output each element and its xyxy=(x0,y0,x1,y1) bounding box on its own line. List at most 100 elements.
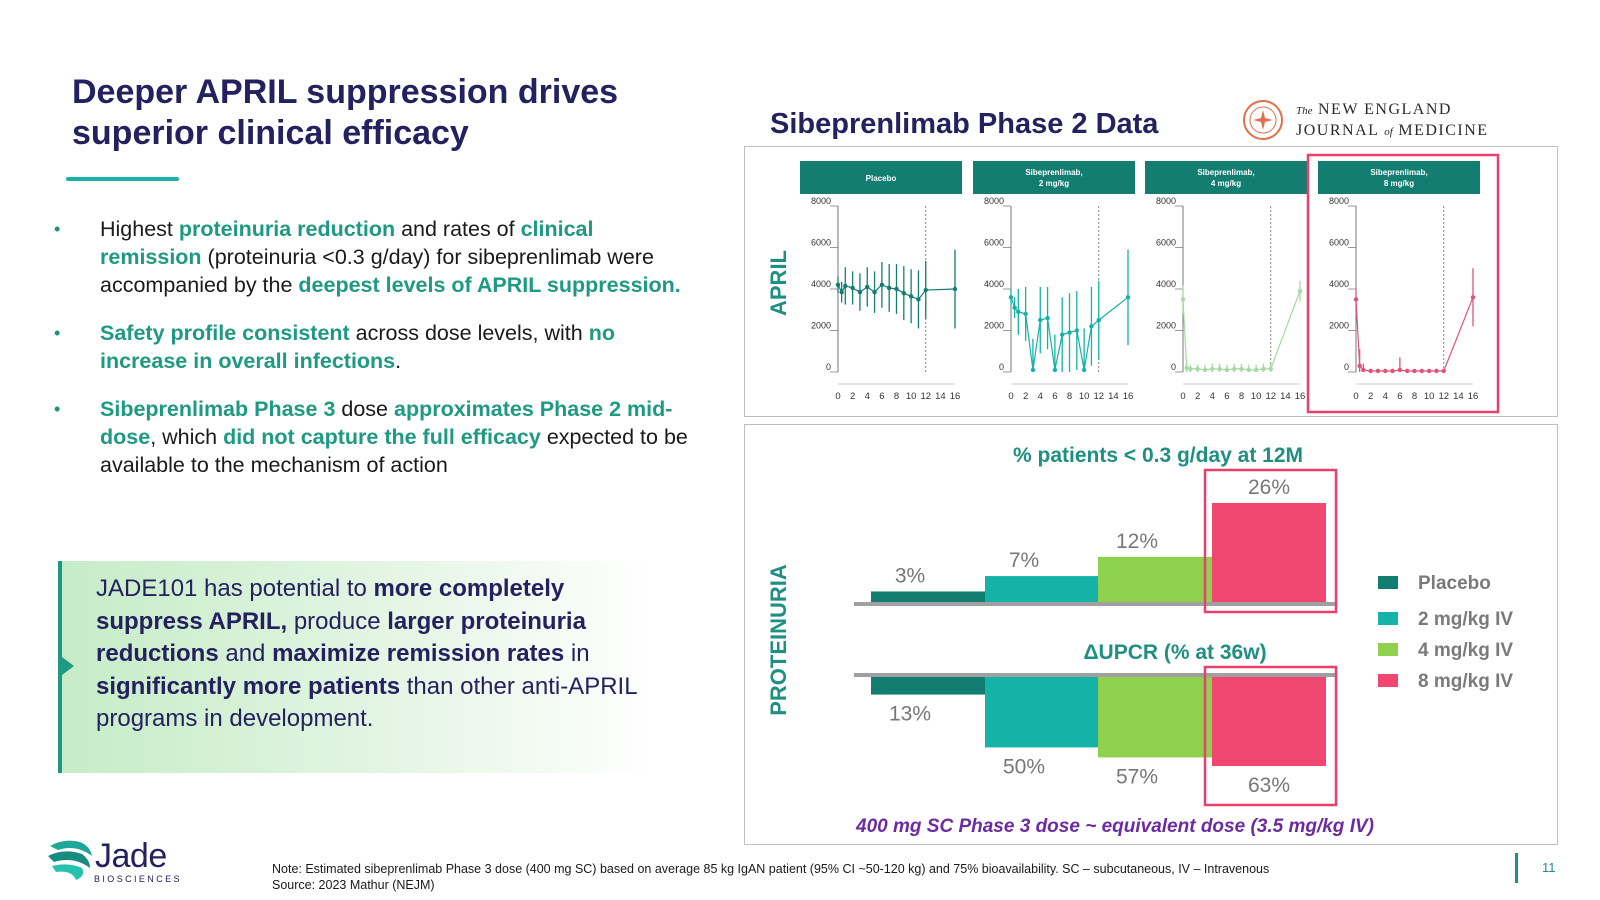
april-x-tick-label: 12 xyxy=(920,391,931,402)
april-data-point xyxy=(1412,368,1417,374)
april-x-tick-label: 4 xyxy=(1210,391,1215,402)
april-y-tick-label: 0 xyxy=(826,362,831,372)
bullet-highlight: Safety profile consistent xyxy=(100,321,350,345)
april-x-tick-label: 6 xyxy=(1397,391,1402,402)
callout-emphasis: larger proteinuria reductions xyxy=(96,607,586,668)
april-series-line xyxy=(1355,297,1474,372)
april-data-point xyxy=(1268,366,1273,372)
april-data-point xyxy=(1231,366,1237,372)
april-y-tick-label: 4000 xyxy=(1156,279,1176,289)
april-x-tick-label: 0 xyxy=(1180,391,1185,402)
april-panel-header xyxy=(1145,161,1307,194)
april-x-tick-label: 12 xyxy=(1093,391,1104,402)
april-y-tick-label: 2000 xyxy=(984,321,1004,331)
april-data-point xyxy=(1188,366,1193,372)
april-data-point xyxy=(1195,366,1200,372)
bullet-highlight: Sibeprenlimab Phase 3 xyxy=(100,397,336,421)
bullet-highlight: clinical remission xyxy=(100,217,594,269)
april-x-tick-label: 0 xyxy=(1008,391,1013,402)
april-data-point xyxy=(1470,295,1476,300)
april-data-point xyxy=(1224,367,1230,373)
jade101-callout: JADE101 has potential to more completely… xyxy=(58,561,656,773)
april-x-tick-label: 16 xyxy=(1295,391,1306,402)
april-data-point xyxy=(1052,367,1058,373)
april-data-point xyxy=(923,287,928,293)
april-data-point xyxy=(1239,366,1244,372)
april-data-point xyxy=(1441,368,1446,374)
april-x-tick-label: 12 xyxy=(1438,391,1449,402)
panel-title: Sibeprenlimab Phase 2 Data xyxy=(770,108,1159,140)
callout-segment: and xyxy=(218,640,273,667)
legend-label: 4 mg/kg IV xyxy=(1418,640,1513,661)
legend-label: 8 mg/kg IV xyxy=(1418,671,1513,692)
page-number: 11 xyxy=(1542,860,1556,875)
april-y-tick-label: 0 xyxy=(1171,362,1176,372)
april-data-point xyxy=(1397,367,1403,373)
nejm-the: The xyxy=(1296,105,1313,117)
april-data-point xyxy=(1217,366,1222,372)
april-y-tick-label: 2000 xyxy=(811,321,831,331)
april-y-tick-label: 4000 xyxy=(984,279,1004,289)
april-x-tick-label: 0 xyxy=(1353,391,1358,402)
april-data-point xyxy=(1074,328,1080,333)
april-y-tick-label: 8000 xyxy=(1329,196,1349,206)
footnote: Note: Estimated sibeprenlimab Phase 3 do… xyxy=(272,861,1482,893)
april-y-tick-label: 4000 xyxy=(811,279,831,289)
bullet-item: • Safety profile consistent across dose l… xyxy=(54,319,694,375)
page-number-bar xyxy=(1515,853,1518,883)
april-x-tick-label: 8 xyxy=(1412,391,1417,402)
april-y-tick-label: 0 xyxy=(999,362,1004,372)
remission-data-label: 26% xyxy=(1248,476,1290,499)
april-x-tick-label: 8 xyxy=(1239,391,1244,402)
legend-label: 2 mg/kg IV xyxy=(1418,609,1513,630)
april-data-point xyxy=(1038,317,1043,323)
nejm-of: of xyxy=(1384,126,1393,138)
april-data-point xyxy=(916,297,921,302)
april-x-tick-label: 10 xyxy=(906,391,917,402)
april-data-point xyxy=(843,283,848,289)
bullet-text: Highest xyxy=(100,217,179,241)
april-x-tick-label: 14 xyxy=(1280,391,1291,402)
april-x-tick-label: 0 xyxy=(835,391,840,402)
callout-segment: than other anti-APRIL programs in develo… xyxy=(96,672,637,733)
april-data-point xyxy=(1180,297,1186,302)
bullet-text: expected to be available to the mechanis… xyxy=(100,425,688,477)
april-x-tick-label: 16 xyxy=(950,391,961,402)
jade-logo-subtitle: BIOSCIENCES xyxy=(94,874,182,884)
april-y-tick-label: 2000 xyxy=(1329,321,1349,331)
bullet-list: • Highest proteinuria reduction and rates… xyxy=(54,215,694,499)
april-data-point xyxy=(886,285,892,291)
april-x-tick-label: 10 xyxy=(1424,391,1435,402)
bullet-highlight: approximates Phase 2 mid-dose xyxy=(100,397,673,449)
phase3-dose-annotation: 400 mg SC Phase 3 dose ~ equivalent dose… xyxy=(855,816,1374,837)
page-title: Deeper APRIL suppression drives superior… xyxy=(72,73,619,152)
april-data-point xyxy=(1089,324,1094,329)
legend-swatch xyxy=(1378,674,1398,687)
callout-segment: in xyxy=(564,640,590,667)
legend-swatch xyxy=(1378,612,1398,625)
april-data-point xyxy=(1375,368,1381,374)
april-x-tick-label: 6 xyxy=(1224,391,1229,402)
upcr-bar xyxy=(871,676,985,695)
bullet-text: and rates of xyxy=(395,217,521,241)
april-x-tick-label: 14 xyxy=(935,391,946,402)
april-y-tick-label: 8000 xyxy=(1156,196,1176,206)
april-y-tick-label: 4000 xyxy=(1329,279,1349,289)
bullet-highlight: proteinuria reduction xyxy=(178,217,396,241)
upcr-highlight-box xyxy=(1203,665,1338,807)
april-panel-header-label: Placebo xyxy=(866,174,897,183)
april-series-line xyxy=(1182,290,1301,371)
april-x-tick-label: 4 xyxy=(865,391,870,402)
remission-highlight-box xyxy=(1203,468,1338,614)
april-data-point xyxy=(901,290,907,296)
april-y-tick-label: 0 xyxy=(1344,362,1349,372)
april-data-point xyxy=(1030,367,1036,373)
april-data-point xyxy=(835,282,841,288)
april-data-point xyxy=(1426,368,1432,374)
april-y-tick-label: 6000 xyxy=(984,238,1004,248)
april-data-point xyxy=(952,286,958,292)
april-data-point xyxy=(1246,367,1252,373)
bullet-dot-icon: • xyxy=(54,399,61,419)
callout-emphasis: more completely suppress APRIL, xyxy=(96,575,565,635)
nejm-medicine: MEDICINE xyxy=(1398,122,1489,139)
